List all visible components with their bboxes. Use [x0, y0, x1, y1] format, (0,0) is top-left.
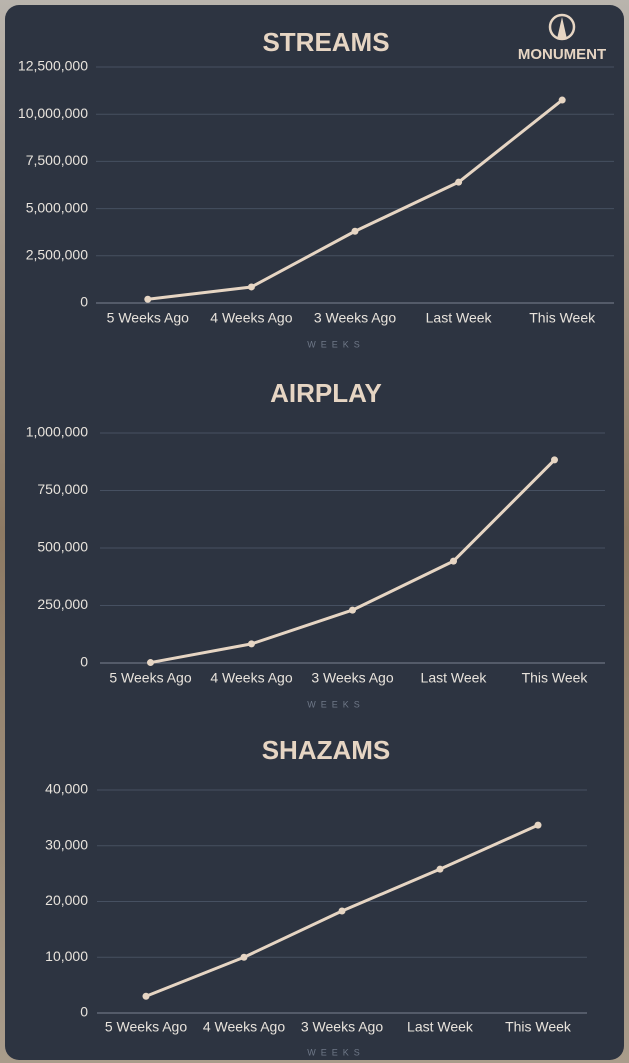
y-tick-label: 10,000: [45, 948, 88, 964]
x-tick-label: This Week: [529, 310, 596, 326]
logo: MONUMENT: [518, 46, 606, 63]
y-tick-label: 12,500,000: [18, 58, 88, 74]
x-tick-label: Last Week: [421, 670, 488, 686]
point: [339, 907, 346, 914]
point: [349, 607, 356, 614]
x-axis-label: WEEKS: [307, 699, 365, 709]
y-tick-label: 0: [80, 654, 88, 670]
point: [450, 558, 457, 565]
y-tick-label: 7,500,000: [26, 152, 88, 168]
x-tick-label: 4 Weeks Ago: [210, 310, 292, 326]
y-tick-label: 0: [80, 294, 88, 310]
x-tick-label: 3 Weeks Ago: [311, 670, 393, 686]
x-tick-label: 5 Weeks Ago: [107, 310, 189, 326]
x-tick-label: Last Week: [426, 310, 493, 326]
x-axis-label: WEEKS: [307, 339, 365, 349]
point: [535, 822, 542, 829]
y-tick-label: 40,000: [45, 781, 88, 797]
x-tick-label: 3 Weeks Ago: [301, 1019, 383, 1035]
y-tick-label: 20,000: [45, 892, 88, 908]
y-tick-label: 250,000: [37, 596, 88, 612]
chart-title: SHAZAMS: [262, 735, 391, 765]
point: [241, 954, 248, 961]
x-tick-label: This Week: [522, 670, 589, 686]
point: [248, 283, 255, 290]
y-tick-label: 5,000,000: [26, 199, 88, 215]
y-tick-label: 500,000: [37, 539, 88, 555]
point: [551, 456, 558, 463]
chart-title: STREAMS: [262, 27, 389, 57]
y-tick-label: 2,500,000: [26, 247, 88, 263]
x-tick-label: 4 Weeks Ago: [210, 670, 292, 686]
point: [143, 993, 150, 1000]
x-tick-label: 3 Weeks Ago: [314, 310, 396, 326]
y-tick-label: 10,000,000: [18, 105, 88, 121]
x-tick-label: Last Week: [407, 1019, 474, 1035]
y-tick-label: 1,000,000: [26, 424, 88, 440]
x-tick-label: 5 Weeks Ago: [109, 670, 191, 686]
y-tick-label: 750,000: [37, 481, 88, 497]
point: [559, 97, 566, 104]
y-tick-label: 30,000: [45, 836, 88, 852]
point: [455, 179, 462, 186]
point: [437, 866, 444, 873]
x-axis-label: WEEKS: [307, 1047, 365, 1057]
x-tick-label: 5 Weeks Ago: [105, 1019, 187, 1035]
chart-title: AIRPLAY: [270, 378, 382, 408]
point: [144, 296, 151, 303]
page: MONUMENT STREAMS 0 2,500,000 5,000,000 7,500…: [0, 0, 629, 1063]
x-tick-label: This Week: [505, 1019, 572, 1035]
point: [147, 659, 154, 666]
point: [352, 228, 359, 235]
point: [248, 640, 255, 647]
y-tick-label: 0: [80, 1004, 88, 1020]
x-tick-label: 4 Weeks Ago: [203, 1019, 285, 1035]
